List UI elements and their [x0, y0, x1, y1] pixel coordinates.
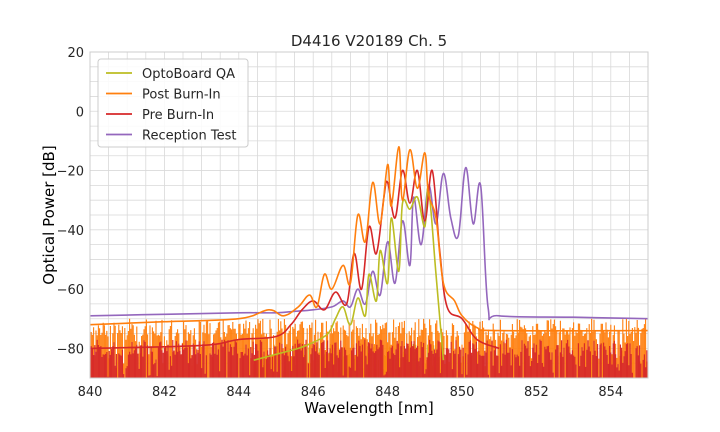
legend-box — [97, 58, 249, 148]
y-tick-label: −20 — [57, 165, 84, 180]
x-tick-label: 846 — [301, 385, 326, 400]
tick-labels: 840 842 844 846 848 850 852 854 20 0 −20 −40 −60 −80 — [57, 46, 624, 400]
series-noise-2 — [90, 339, 648, 378]
x-axis-label: Wavelength [nm] — [304, 399, 434, 417]
y-tick-label: 20 — [67, 46, 84, 61]
x-tick-label: 840 — [78, 385, 103, 400]
y-tick-label: −60 — [57, 283, 84, 298]
x-tick-label: 844 — [226, 385, 251, 400]
y-tick-label: −40 — [57, 224, 84, 239]
series-line-1 — [90, 145, 648, 332]
series-line-3 — [90, 166, 648, 321]
x-tick-label: 852 — [524, 385, 549, 400]
plot-area — [90, 145, 648, 378]
y-tick-label: −80 — [57, 342, 84, 357]
series-line-0 — [253, 186, 445, 361]
x-tick-label: 848 — [375, 385, 400, 400]
plot-frame — [89, 51, 649, 379]
y-axis-label: Optical Power [dB] — [40, 145, 58, 284]
x-tick-label: 854 — [598, 385, 623, 400]
y-tick-label: 0 — [76, 105, 84, 120]
legend-label-1: Post Burn-In — [142, 88, 221, 103]
x-tick-label: 842 — [152, 385, 177, 400]
legend: OptoBoard QA Post Burn-In Pre Burn-In Recep… — [97, 58, 249, 148]
legend-label-0: OptoBoard QA — [142, 67, 235, 82]
legend-label-2: Pre Burn-In — [142, 108, 214, 123]
chart-title: D4416 V20189 Ch. 5 — [291, 32, 447, 50]
series-line-2 — [90, 169, 500, 350]
legend-label-3: Reception Test — [142, 129, 236, 144]
x-tick-label: 850 — [450, 385, 475, 400]
